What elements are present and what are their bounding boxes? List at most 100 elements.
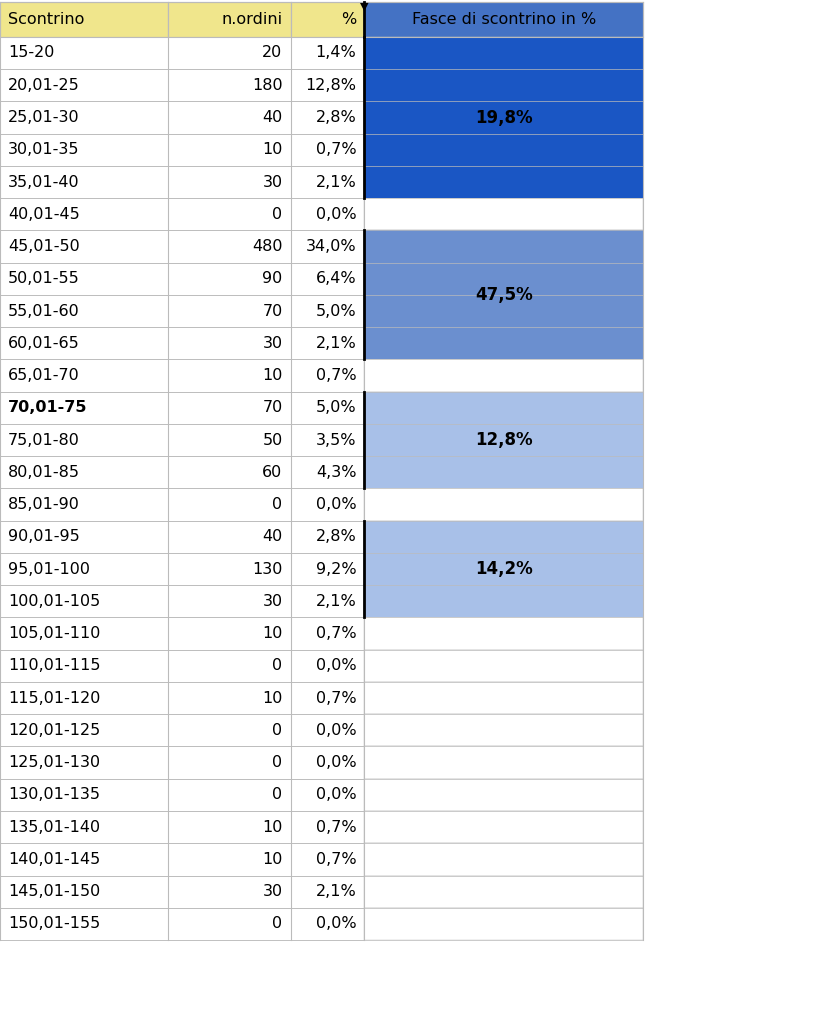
Text: 40,01-45: 40,01-45 xyxy=(8,207,80,222)
Text: 0,0%: 0,0% xyxy=(315,658,356,674)
Text: 5,0%: 5,0% xyxy=(315,303,356,318)
Text: 70: 70 xyxy=(262,303,283,318)
Bar xyxy=(291,230,364,263)
Text: 50,01-55: 50,01-55 xyxy=(8,271,80,287)
Text: 0,7%: 0,7% xyxy=(315,819,356,835)
Bar xyxy=(364,101,643,134)
Text: 135,01-140: 135,01-140 xyxy=(8,819,100,835)
Bar xyxy=(291,359,364,392)
Text: 2,1%: 2,1% xyxy=(315,594,356,609)
Text: 55,01-60: 55,01-60 xyxy=(8,303,80,318)
Bar xyxy=(0,682,168,715)
Text: 0: 0 xyxy=(273,723,283,738)
Bar xyxy=(291,746,364,779)
Bar xyxy=(364,359,643,392)
Text: 125,01-130: 125,01-130 xyxy=(8,755,100,770)
Text: 0: 0 xyxy=(273,787,283,803)
Bar xyxy=(364,230,643,263)
Text: 130,01-135: 130,01-135 xyxy=(8,787,100,803)
Bar xyxy=(168,650,291,682)
Text: %: % xyxy=(341,12,356,27)
Text: 0,0%: 0,0% xyxy=(315,755,356,770)
Bar xyxy=(364,134,643,166)
Bar xyxy=(364,811,643,844)
Bar xyxy=(168,328,291,359)
Text: 0: 0 xyxy=(273,658,283,674)
Text: 60: 60 xyxy=(262,465,283,480)
Bar xyxy=(364,521,643,617)
Text: 90,01-95: 90,01-95 xyxy=(8,529,80,545)
Text: 0,7%: 0,7% xyxy=(315,852,356,867)
Text: 2,1%: 2,1% xyxy=(315,884,356,899)
Text: ▼: ▼ xyxy=(360,2,369,12)
Text: n.ordini: n.ordini xyxy=(221,12,283,27)
Bar xyxy=(168,2,291,37)
Bar xyxy=(0,715,168,746)
Bar xyxy=(291,876,364,908)
Text: 0,7%: 0,7% xyxy=(315,142,356,158)
Text: 0: 0 xyxy=(273,497,283,512)
Text: Scontrino: Scontrino xyxy=(8,12,84,27)
Text: 10: 10 xyxy=(262,626,283,641)
Text: 0,0%: 0,0% xyxy=(315,723,356,738)
Text: 9,2%: 9,2% xyxy=(315,561,356,577)
Bar xyxy=(364,876,643,908)
Bar xyxy=(291,488,364,521)
Bar xyxy=(291,908,364,940)
Bar xyxy=(364,908,643,940)
Bar xyxy=(364,746,643,779)
Text: 0,0%: 0,0% xyxy=(315,916,356,932)
Text: 5,0%: 5,0% xyxy=(315,400,356,416)
Text: 47,5%: 47,5% xyxy=(475,286,532,304)
Bar xyxy=(291,457,364,488)
Text: 40: 40 xyxy=(262,110,283,125)
Bar xyxy=(168,166,291,199)
Bar xyxy=(291,844,364,876)
Bar xyxy=(168,359,291,392)
Bar xyxy=(0,230,168,263)
Text: 12,8%: 12,8% xyxy=(305,78,356,93)
Bar xyxy=(0,746,168,779)
Bar xyxy=(364,295,643,328)
Text: 65,01-70: 65,01-70 xyxy=(8,368,80,383)
Bar xyxy=(168,746,291,779)
Text: 130: 130 xyxy=(252,561,283,577)
Text: 25,01-30: 25,01-30 xyxy=(8,110,79,125)
Text: 20,01-25: 20,01-25 xyxy=(8,78,80,93)
Text: 4,3%: 4,3% xyxy=(316,465,356,480)
Text: 95,01-100: 95,01-100 xyxy=(8,561,90,577)
Text: 20: 20 xyxy=(262,45,283,60)
Bar xyxy=(291,682,364,715)
Text: 60,01-65: 60,01-65 xyxy=(8,336,80,351)
Bar xyxy=(0,617,168,650)
Text: 10: 10 xyxy=(262,690,283,706)
Text: 1,4%: 1,4% xyxy=(315,45,356,60)
Bar xyxy=(291,586,364,617)
Text: 10: 10 xyxy=(262,142,283,158)
Text: 480: 480 xyxy=(252,239,283,254)
Bar xyxy=(291,37,364,70)
Bar xyxy=(168,392,291,424)
Text: 70,01-75: 70,01-75 xyxy=(8,400,88,416)
Text: 10: 10 xyxy=(262,368,283,383)
Bar xyxy=(364,553,643,586)
Bar xyxy=(168,811,291,844)
Bar xyxy=(364,424,643,457)
Text: 40: 40 xyxy=(262,529,283,545)
Bar xyxy=(0,101,168,134)
Bar xyxy=(291,424,364,457)
Bar xyxy=(0,586,168,617)
Bar xyxy=(0,553,168,586)
Bar xyxy=(291,2,364,37)
Bar xyxy=(291,328,364,359)
Text: 70: 70 xyxy=(262,400,283,416)
Bar xyxy=(364,199,643,230)
Bar xyxy=(291,166,364,199)
Text: 150,01-155: 150,01-155 xyxy=(8,916,101,932)
Text: 30: 30 xyxy=(262,594,283,609)
Bar xyxy=(364,37,643,70)
Text: 10: 10 xyxy=(262,819,283,835)
Bar xyxy=(364,166,643,199)
Bar xyxy=(168,586,291,617)
Bar xyxy=(364,617,643,650)
